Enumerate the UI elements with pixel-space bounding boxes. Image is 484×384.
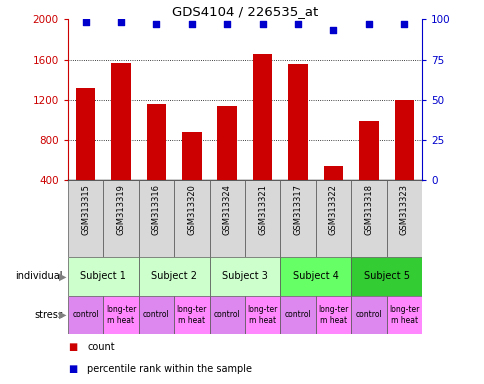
Text: long-ter
m heat: long-ter m heat <box>176 305 207 324</box>
Text: GSM313321: GSM313321 <box>257 184 267 235</box>
Bar <box>350 180 386 257</box>
Bar <box>280 180 315 257</box>
Point <box>364 21 372 27</box>
Text: GSM313319: GSM313319 <box>116 184 125 235</box>
Text: control: control <box>72 310 99 319</box>
Point <box>293 21 301 27</box>
Point <box>329 27 336 33</box>
Text: long-ter
m heat: long-ter m heat <box>247 305 277 324</box>
Point <box>223 21 230 27</box>
Bar <box>138 257 209 296</box>
Text: GSM313324: GSM313324 <box>222 184 231 235</box>
Bar <box>287 64 307 180</box>
Bar <box>174 180 209 257</box>
Point <box>117 19 125 25</box>
Text: ■: ■ <box>68 341 77 352</box>
Bar <box>103 180 138 257</box>
Text: Subject 1: Subject 1 <box>80 271 126 281</box>
Bar <box>209 257 280 296</box>
Text: long-ter
m heat: long-ter m heat <box>318 305 348 324</box>
Bar <box>280 296 315 334</box>
Bar <box>252 55 272 180</box>
Text: ■: ■ <box>68 364 77 374</box>
Bar <box>76 88 95 180</box>
Bar <box>138 180 174 257</box>
Text: ▶: ▶ <box>60 271 67 281</box>
Title: GDS4104 / 226535_at: GDS4104 / 226535_at <box>171 5 318 18</box>
Text: control: control <box>355 310 381 319</box>
Bar <box>146 104 166 180</box>
Bar <box>182 132 201 180</box>
Text: percentile rank within the sample: percentile rank within the sample <box>87 364 252 374</box>
Bar <box>174 296 209 334</box>
Bar <box>323 166 343 180</box>
Bar <box>350 296 386 334</box>
Bar <box>103 296 138 334</box>
Bar <box>138 296 174 334</box>
Bar <box>244 180 280 257</box>
Bar <box>280 257 350 296</box>
Point <box>152 21 160 27</box>
Bar <box>68 257 138 296</box>
Text: control: control <box>213 310 240 319</box>
Text: GSM313315: GSM313315 <box>81 184 90 235</box>
Bar <box>68 180 103 257</box>
Text: GSM313323: GSM313323 <box>399 184 408 235</box>
Text: GSM313317: GSM313317 <box>293 184 302 235</box>
Bar <box>386 296 421 334</box>
Text: GSM313316: GSM313316 <box>151 184 161 235</box>
Text: GSM313322: GSM313322 <box>328 184 337 235</box>
Text: long-ter
m heat: long-ter m heat <box>106 305 136 324</box>
Text: Subject 4: Subject 4 <box>292 271 338 281</box>
Text: control: control <box>284 310 311 319</box>
Text: Subject 2: Subject 2 <box>151 271 197 281</box>
Text: count: count <box>87 341 115 352</box>
Bar <box>358 121 378 180</box>
Text: stress: stress <box>34 310 63 320</box>
Bar <box>111 63 131 180</box>
Text: long-ter
m heat: long-ter m heat <box>388 305 419 324</box>
Bar <box>393 100 413 180</box>
Text: ▶: ▶ <box>60 310 67 320</box>
Point <box>258 21 266 27</box>
Point <box>399 21 407 27</box>
Text: individual: individual <box>15 271 63 281</box>
Text: control: control <box>143 310 169 319</box>
Text: GSM313318: GSM313318 <box>363 184 373 235</box>
Bar <box>217 106 237 180</box>
Point <box>187 21 195 27</box>
Text: GSM313320: GSM313320 <box>187 184 196 235</box>
Bar <box>244 296 280 334</box>
Bar <box>209 180 244 257</box>
Bar <box>315 180 350 257</box>
Text: Subject 5: Subject 5 <box>363 271 408 281</box>
Bar <box>209 296 244 334</box>
Point <box>81 19 89 25</box>
Text: Subject 3: Subject 3 <box>222 271 267 281</box>
Bar <box>68 296 103 334</box>
Bar <box>315 296 350 334</box>
Bar <box>350 257 421 296</box>
Bar <box>386 180 421 257</box>
